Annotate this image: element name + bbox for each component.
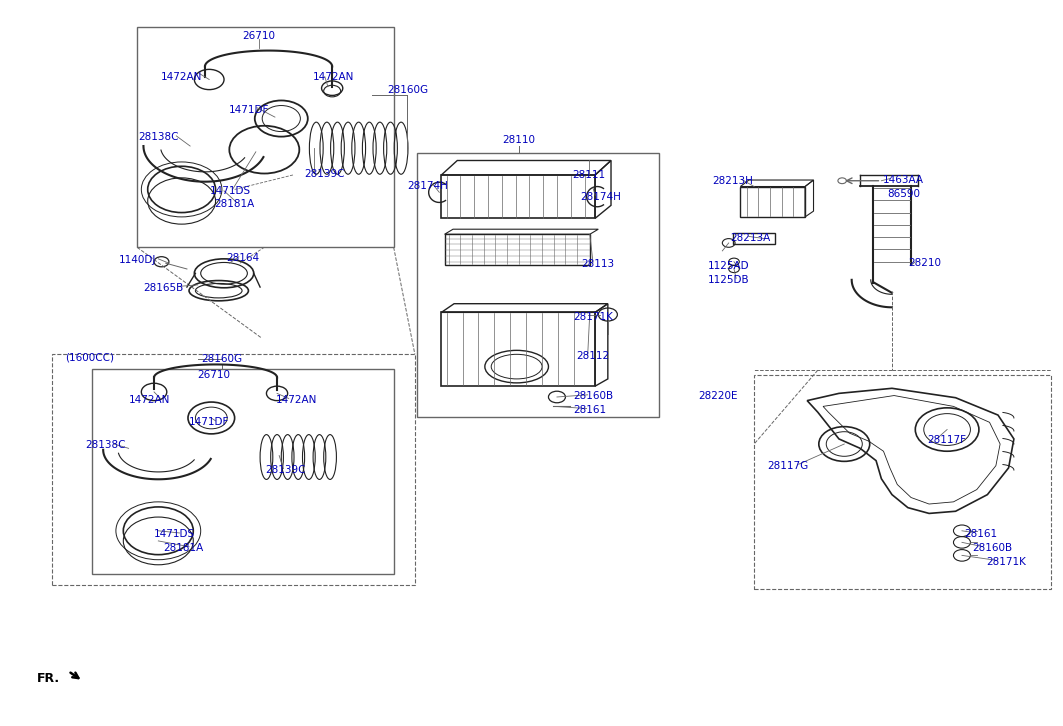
Text: 28160G: 28160G	[201, 354, 242, 364]
Text: 28112: 28112	[576, 351, 609, 362]
Text: 1125DB: 1125DB	[708, 275, 749, 285]
Text: 1140DJ: 1140DJ	[118, 256, 156, 265]
Text: 28210: 28210	[909, 258, 942, 268]
Text: 28139C: 28139C	[304, 168, 345, 179]
Text: 28110: 28110	[503, 135, 536, 145]
Text: 28138C: 28138C	[138, 132, 179, 142]
Text: 1472AN: 1472AN	[129, 395, 170, 405]
Text: 28165B: 28165B	[144, 283, 184, 293]
Text: 1472AN: 1472AN	[161, 72, 202, 81]
Text: 28111: 28111	[572, 170, 605, 180]
Text: 1471DF: 1471DF	[230, 105, 270, 115]
Text: FR.: FR.	[36, 672, 60, 685]
Text: 28160B: 28160B	[973, 543, 1013, 553]
Text: 28174H: 28174H	[407, 181, 448, 191]
Text: 28161: 28161	[964, 529, 997, 539]
Text: 1471DF: 1471DF	[189, 417, 230, 428]
Text: 28174H: 28174H	[580, 192, 621, 202]
Text: 28171K: 28171K	[986, 557, 1027, 567]
Text: 28113: 28113	[581, 259, 614, 269]
Text: 28181A: 28181A	[215, 199, 255, 209]
Text: (1600CC): (1600CC)	[65, 353, 114, 363]
Text: 1471DS: 1471DS	[154, 529, 195, 539]
Text: 28181A: 28181A	[164, 543, 204, 553]
Text: 28171K: 28171K	[573, 311, 613, 322]
Text: 28213H: 28213H	[712, 176, 754, 186]
Text: 86590: 86590	[888, 189, 921, 200]
Text: 26710: 26710	[197, 370, 230, 380]
Text: 28117G: 28117G	[767, 461, 809, 470]
Text: 28220E: 28220E	[698, 391, 738, 401]
Text: 26710: 26710	[242, 31, 275, 41]
Text: 1471DS: 1471DS	[209, 186, 251, 196]
Text: 28161: 28161	[573, 405, 606, 415]
Text: 28160G: 28160G	[387, 85, 428, 94]
Text: 28117F: 28117F	[928, 436, 966, 445]
Text: 1472AN: 1472AN	[313, 72, 354, 81]
Text: 28213A: 28213A	[730, 233, 770, 243]
Text: 28138C: 28138C	[85, 441, 125, 450]
Text: 1125AD: 1125AD	[708, 261, 749, 271]
Text: 28160B: 28160B	[573, 391, 613, 401]
Text: 1472AN: 1472AN	[275, 395, 317, 405]
Text: 28139C: 28139C	[266, 465, 306, 475]
Text: 28164: 28164	[226, 253, 259, 263]
Text: 1463AA: 1463AA	[883, 175, 924, 185]
